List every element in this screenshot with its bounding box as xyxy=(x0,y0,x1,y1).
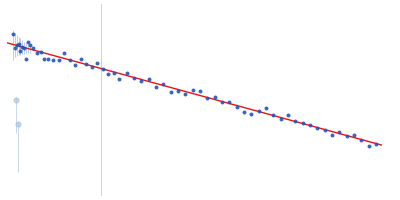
Point xyxy=(336,131,342,134)
Point xyxy=(56,58,62,62)
Point xyxy=(190,88,196,92)
Point xyxy=(30,46,36,49)
Point xyxy=(83,63,90,66)
Point xyxy=(234,106,240,109)
Point xyxy=(175,89,181,93)
Point xyxy=(26,44,33,47)
Point xyxy=(365,144,372,148)
Point xyxy=(50,58,57,62)
Point xyxy=(153,86,159,89)
Point xyxy=(351,133,357,136)
Point xyxy=(146,77,152,81)
Point xyxy=(343,134,350,137)
Point xyxy=(14,44,20,47)
Point xyxy=(105,72,112,76)
Point xyxy=(67,59,73,62)
Point xyxy=(38,51,44,54)
Point xyxy=(160,83,166,86)
Point xyxy=(94,61,101,64)
Point xyxy=(45,58,51,61)
Point xyxy=(182,93,188,96)
Point xyxy=(277,117,284,120)
Point xyxy=(111,71,117,75)
Point xyxy=(204,97,210,100)
Point xyxy=(256,109,262,112)
Point xyxy=(89,65,95,69)
Point xyxy=(100,68,106,71)
Point xyxy=(226,101,232,104)
Point xyxy=(168,91,174,94)
Point xyxy=(19,45,26,49)
Point xyxy=(263,107,269,110)
Point xyxy=(248,112,254,115)
Point xyxy=(131,77,137,80)
Point xyxy=(299,122,306,125)
Point xyxy=(358,139,364,142)
Point xyxy=(373,142,379,145)
Point xyxy=(212,96,218,99)
Point xyxy=(21,46,27,49)
Point xyxy=(12,46,18,49)
Point xyxy=(17,50,24,53)
Point xyxy=(285,113,291,117)
Point xyxy=(314,126,320,129)
Point xyxy=(270,113,276,116)
Point xyxy=(241,110,247,113)
Point xyxy=(116,77,123,81)
Point xyxy=(292,119,298,123)
Point xyxy=(307,123,313,126)
Point xyxy=(78,57,84,61)
Point xyxy=(61,51,68,54)
Point xyxy=(219,100,225,104)
Point xyxy=(34,52,40,55)
Point xyxy=(321,129,328,132)
Point xyxy=(72,63,79,66)
Point xyxy=(197,90,203,93)
Point xyxy=(41,57,48,60)
Point xyxy=(23,57,29,60)
Point xyxy=(16,42,22,45)
Point xyxy=(10,33,16,36)
Point xyxy=(329,133,335,137)
Point xyxy=(25,41,31,44)
Point xyxy=(124,71,130,75)
Point xyxy=(138,80,144,83)
